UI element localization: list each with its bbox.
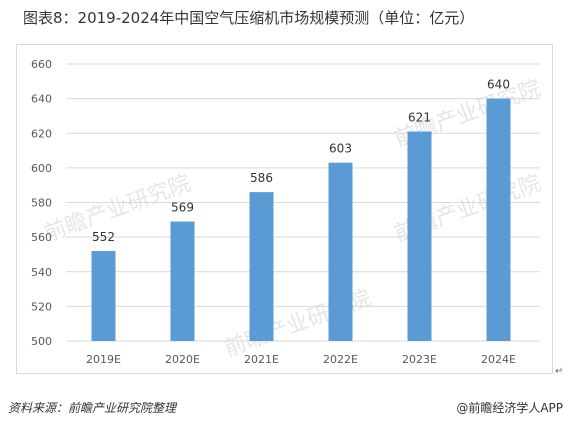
y-tick-label: 520 bbox=[31, 300, 52, 313]
x-tick-label: 2019E bbox=[86, 353, 121, 366]
data-label: 552 bbox=[92, 230, 115, 244]
data-labels: 552 569 586 603 621 640 bbox=[92, 78, 510, 244]
y-tick-label: 540 bbox=[31, 266, 52, 279]
x-axis-ticks: 2019E 2020E 2021E 2022E 2023E 2024E bbox=[86, 353, 516, 366]
y-tick-label: 620 bbox=[31, 127, 52, 140]
y-tick-label: 580 bbox=[31, 197, 52, 210]
x-tick-label: 2024E bbox=[481, 353, 516, 366]
grid-lines bbox=[66, 63, 540, 342]
chart-frame bbox=[16, 44, 553, 374]
y-tick-label: 560 bbox=[31, 231, 52, 244]
bar-2019E bbox=[91, 250, 116, 341]
chart-title: 图表8：2019-2024年中国空气压缩机市场规模预测（单位：亿元） bbox=[23, 9, 475, 27]
y-tick-label: 500 bbox=[31, 335, 52, 348]
bar-2023E bbox=[407, 131, 432, 341]
bar-2022E bbox=[328, 162, 353, 341]
x-tick-label: 2021E bbox=[244, 353, 279, 366]
x-tick-label: 2020E bbox=[165, 353, 200, 366]
bar-2024E bbox=[486, 98, 511, 341]
data-label: 640 bbox=[487, 78, 510, 92]
data-label: 621 bbox=[408, 111, 431, 125]
y-tick-label: 640 bbox=[31, 93, 52, 106]
y-tick-label: 600 bbox=[31, 162, 52, 175]
data-label: 603 bbox=[329, 142, 352, 156]
bars bbox=[91, 98, 511, 341]
y-axis-ticks: 500 520 540 560 580 600 620 640 660 bbox=[31, 58, 52, 348]
data-label: 586 bbox=[250, 171, 273, 185]
x-tick-label: 2023E bbox=[402, 353, 437, 366]
y-tick-label: 660 bbox=[31, 58, 52, 71]
bar-2020E bbox=[170, 221, 195, 341]
x-tick-label: 2022E bbox=[323, 353, 358, 366]
credit-note: @前瞻经济学人APP bbox=[456, 401, 563, 415]
source-note: 资料来源：前瞻产业研究院整理 bbox=[8, 401, 177, 415]
bar-2021E bbox=[249, 192, 274, 341]
data-label: 569 bbox=[171, 201, 194, 215]
paragraph-mark-icon: ↵ bbox=[555, 366, 564, 377]
